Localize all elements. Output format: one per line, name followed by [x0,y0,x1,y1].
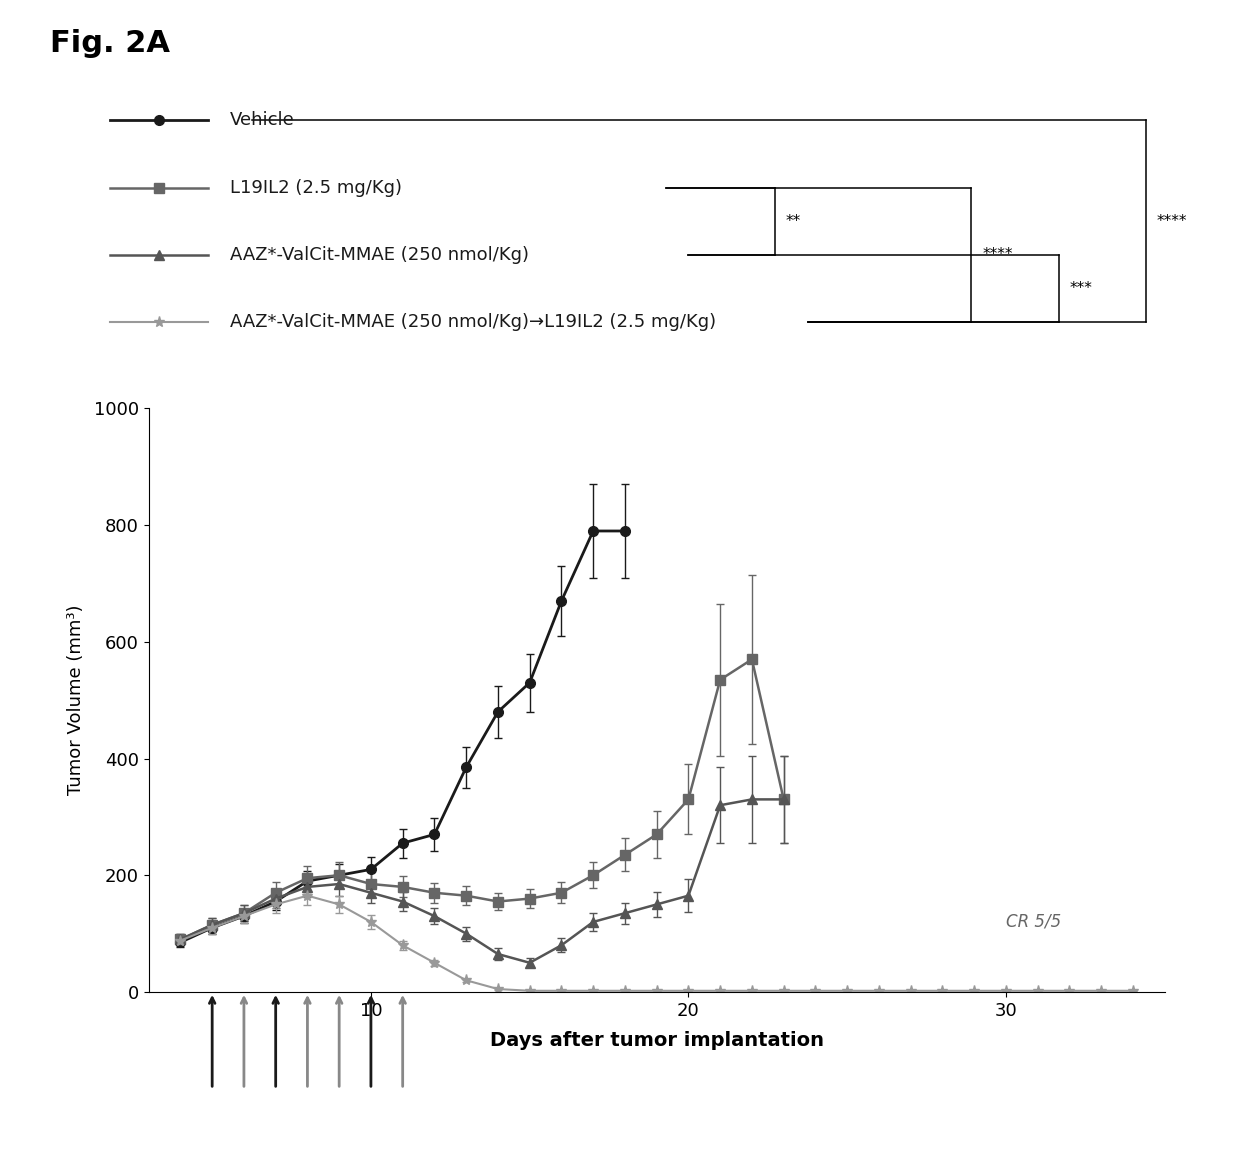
Text: AAZ*-ValCit-MMAE (250 nmol/Kg)→L19IL2 (2.5 mg/Kg): AAZ*-ValCit-MMAE (250 nmol/Kg)→L19IL2 (2… [230,313,716,331]
Text: ****: **** [983,247,1012,263]
Text: Fig. 2A: Fig. 2A [50,29,170,58]
Text: L19IL2 (2.5 mg/Kg): L19IL2 (2.5 mg/Kg) [230,179,401,197]
X-axis label: Days after tumor implantation: Days after tumor implantation [489,1030,824,1050]
Text: Vehicle: Vehicle [230,111,295,130]
Text: ****: **** [1157,214,1187,229]
Text: AAZ*-ValCit-MMAE (250 nmol/Kg): AAZ*-ValCit-MMAE (250 nmol/Kg) [230,246,529,264]
Text: **: ** [786,214,802,229]
Text: ***: *** [1069,281,1093,296]
Y-axis label: Tumor Volume (mm³): Tumor Volume (mm³) [67,605,85,796]
Text: CR 5/5: CR 5/5 [1006,913,1061,931]
